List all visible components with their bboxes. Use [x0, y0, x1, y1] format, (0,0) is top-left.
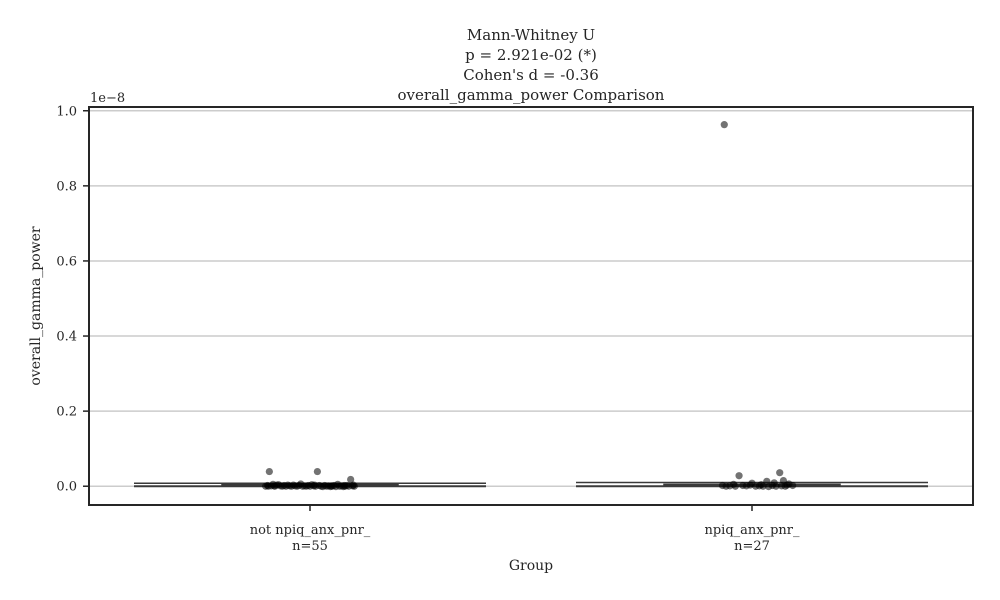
data-point	[726, 482, 734, 490]
x-tick-label: not npiq_anx_pnr_	[250, 523, 371, 538]
chart-title: Mann-Whitney U p = 2.921e-02 (*) Cohen's d…	[398, 26, 665, 104]
y-axis: 0.0 0.2 0.4 0.6 0.8 1.0	[56, 104, 89, 495]
data-point	[735, 472, 743, 480]
data-point	[265, 467, 273, 476]
data-point	[349, 481, 358, 489]
data-point	[776, 469, 784, 477]
data-point	[270, 482, 278, 490]
plot-frame	[88, 106, 974, 506]
data-point	[311, 481, 319, 489]
y-tick-label: 0.4	[56, 330, 77, 345]
y-axis-offset-label: 1e−8	[90, 91, 125, 106]
y-tick-label: 0.6	[56, 254, 77, 269]
gridlines	[89, 110, 973, 487]
data-point	[759, 482, 767, 490]
data-point	[327, 482, 335, 490]
data-points	[262, 121, 797, 491]
x-tick-label: npiq_anx_pnr_	[704, 523, 800, 538]
y-axis-label: overall_gamma_power	[28, 226, 44, 385]
x-tick-count-label: n=27	[734, 539, 770, 554]
data-point	[313, 467, 321, 476]
data-point	[789, 481, 797, 490]
data-point	[783, 481, 791, 489]
data-point	[340, 481, 348, 490]
data-point	[282, 482, 290, 490]
title-line-4: overall_gamma_power Comparison	[398, 86, 665, 104]
x-tick-count-label: n=55	[292, 539, 328, 554]
y-tick-label: 0.8	[56, 179, 77, 194]
x-axis-label: Group	[509, 558, 553, 574]
data-point	[264, 482, 273, 490]
data-point	[746, 481, 754, 489]
y-tick-label: 0.2	[56, 405, 77, 420]
title-line-1: Mann-Whitney U	[467, 26, 595, 44]
y-tick-label: 1.0	[56, 104, 77, 119]
title-line-2: p = 2.921e-02 (*)	[465, 46, 597, 64]
data-point	[772, 482, 780, 490]
data-point	[347, 475, 355, 484]
x-axis: not npiq_anx_pnr_n=55 npiq_anx_pnr_n=27	[250, 505, 800, 554]
data-point	[731, 482, 739, 490]
data-point	[720, 121, 728, 129]
y-tick-label: 0.0	[56, 480, 77, 495]
title-line-3: Cohen's d = -0.36	[463, 66, 598, 84]
